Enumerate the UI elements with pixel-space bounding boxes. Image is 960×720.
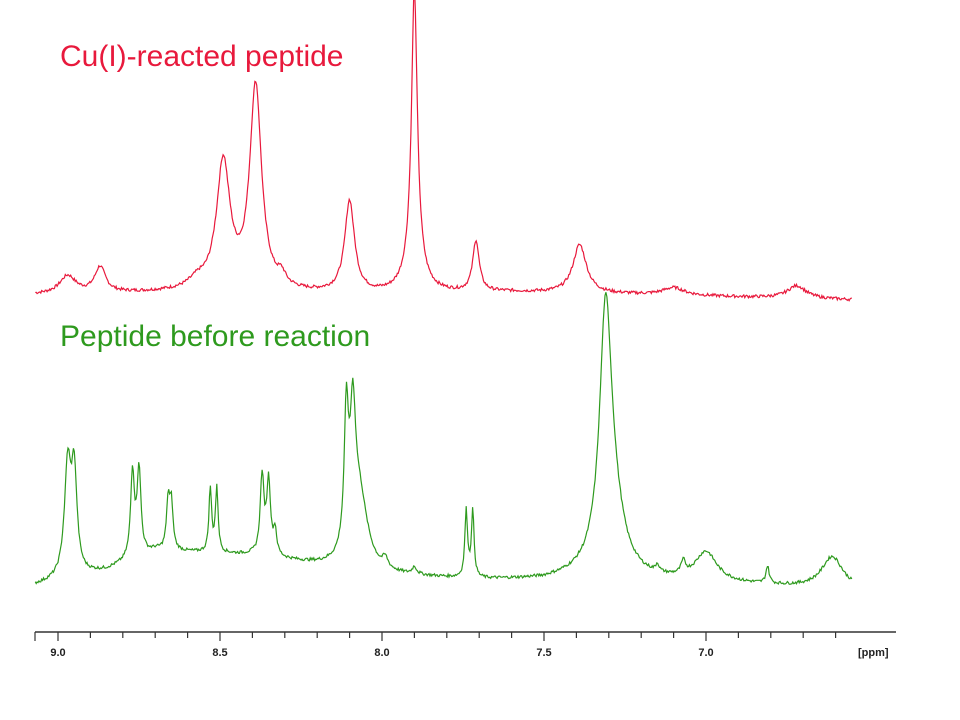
ppm-axis: 9.0 8.5 8.0 7.5 7.0 [ppm] xyxy=(34,631,896,659)
spectrum-traces xyxy=(34,0,853,586)
reacted-peptide-trace xyxy=(35,0,852,302)
peptide-before-reaction-trace xyxy=(34,292,853,586)
axis-ticks: 9.0 8.5 8.0 7.5 7.0 xyxy=(34,632,837,659)
tick-label: 8.0 xyxy=(374,647,389,659)
tick-label: 9.0 xyxy=(50,647,65,659)
axis-unit-label: [ppm] xyxy=(858,647,889,659)
tick-label: 7.0 xyxy=(698,647,713,659)
top-series-label: Cu(I)-reacted peptide xyxy=(60,40,343,73)
bottom-series-label: Peptide before reaction xyxy=(60,320,370,353)
tick-label: 8.5 xyxy=(212,647,227,659)
tick-label: 7.5 xyxy=(536,647,551,659)
